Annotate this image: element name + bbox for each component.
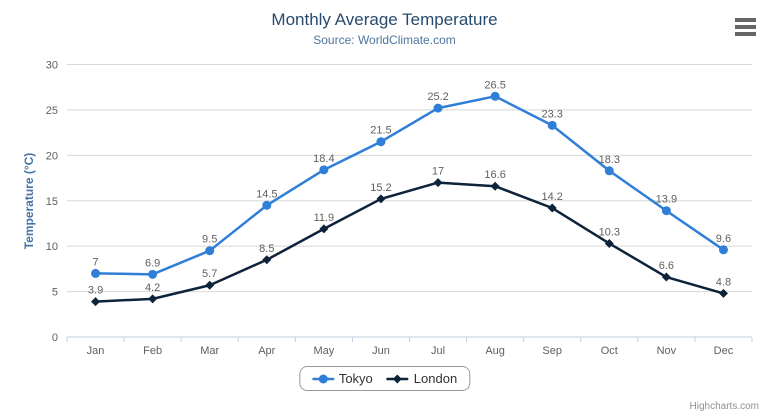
data-point-marker bbox=[205, 246, 215, 256]
svg-text:May: May bbox=[313, 345, 334, 357]
data-label: 18.4 bbox=[313, 153, 334, 165]
data-point-marker bbox=[433, 178, 443, 188]
data-label: 14.2 bbox=[541, 191, 562, 203]
data-label: 8.5 bbox=[259, 243, 274, 255]
data-point-marker bbox=[604, 166, 614, 176]
legend-label-tokyo: Tokyo bbox=[338, 371, 373, 386]
chart-subtitle: Source: WorldClimate.com bbox=[313, 33, 456, 47]
data-label: 16.6 bbox=[484, 169, 505, 181]
data-point-marker bbox=[148, 294, 158, 304]
svg-text:Feb: Feb bbox=[143, 345, 162, 357]
svg-text:Apr: Apr bbox=[258, 345, 275, 357]
data-label: 7 bbox=[92, 256, 98, 268]
data-label: 9.6 bbox=[716, 233, 731, 245]
svg-text:15: 15 bbox=[46, 196, 58, 208]
data-label: 6.9 bbox=[145, 257, 160, 269]
svg-text:30: 30 bbox=[46, 60, 58, 72]
data-point-marker bbox=[718, 288, 728, 298]
x-axis bbox=[66, 336, 753, 342]
svg-text:0: 0 bbox=[52, 332, 58, 344]
data-point-marker bbox=[547, 203, 557, 213]
legend-label-london: London bbox=[413, 371, 458, 386]
svg-text:Aug: Aug bbox=[485, 345, 505, 357]
svg-text:25: 25 bbox=[46, 105, 58, 117]
chart-title: Monthly Average Temperature bbox=[271, 10, 498, 29]
data-label: 13.9 bbox=[656, 194, 677, 206]
data-point-marker bbox=[490, 181, 500, 191]
data-point-marker bbox=[718, 245, 728, 255]
data-point-marker bbox=[547, 120, 557, 130]
data-point-marker bbox=[661, 206, 671, 216]
data-point-marker bbox=[604, 238, 614, 248]
data-label: 9.5 bbox=[202, 234, 217, 246]
svg-text:Jan: Jan bbox=[87, 345, 105, 357]
credits-link[interactable]: Highcharts.com bbox=[689, 401, 759, 412]
svg-text:Mar: Mar bbox=[200, 345, 219, 357]
data-point-marker bbox=[376, 194, 386, 204]
data-point-marker bbox=[148, 269, 158, 279]
data-label: 4.2 bbox=[145, 282, 160, 294]
svg-text:Nov: Nov bbox=[657, 345, 677, 357]
svg-text:Jun: Jun bbox=[372, 345, 390, 357]
hamburger-menu-button[interactable] bbox=[734, 15, 758, 39]
hamburger-icon bbox=[735, 25, 756, 29]
gridlines bbox=[67, 64, 752, 338]
data-point-marker bbox=[661, 272, 671, 282]
legend-item-tokyo[interactable]: Tokyo bbox=[311, 371, 373, 386]
data-label: 10.3 bbox=[599, 226, 620, 238]
svg-text:Sep: Sep bbox=[542, 345, 562, 357]
tokyo-line-circle-icon bbox=[311, 374, 334, 383]
svg-text:Oct: Oct bbox=[601, 345, 618, 357]
svg-text:5: 5 bbox=[52, 287, 58, 299]
legend: Tokyo London bbox=[298, 366, 471, 391]
legend-item-london[interactable]: London bbox=[386, 371, 458, 386]
hamburger-icon bbox=[735, 32, 756, 36]
data-point-marker bbox=[433, 103, 443, 113]
data-point-marker bbox=[262, 255, 272, 265]
data-point-marker bbox=[490, 91, 500, 101]
data-point-marker bbox=[319, 165, 329, 175]
data-point-marker bbox=[205, 280, 215, 290]
hamburger-icon bbox=[735, 18, 756, 22]
series-london: 3.9 4.2 5.7 8.5 11.9 15.2 17 16.6 14.2 10.3 6.6 4.8 bbox=[88, 166, 731, 307]
data-label: 15.2 bbox=[370, 182, 391, 194]
data-label: 4.8 bbox=[716, 276, 731, 288]
data-point-marker bbox=[91, 268, 101, 278]
data-label: 11.9 bbox=[314, 212, 335, 224]
svg-text:20: 20 bbox=[46, 150, 58, 162]
data-label: 14.5 bbox=[256, 188, 277, 200]
data-point-marker bbox=[319, 224, 329, 234]
data-label: 6.6 bbox=[659, 260, 674, 272]
y-axis-labels: 0 5 10 15 20 25 30 bbox=[46, 60, 58, 345]
series-tokyo: 7 6.9 9.5 14.5 18.4 21.5 25.2 26.5 23.3 18.3 13.9 9… bbox=[91, 79, 731, 279]
svg-text:10: 10 bbox=[46, 241, 58, 253]
data-point-marker bbox=[376, 137, 386, 147]
data-label: 21.5 bbox=[370, 125, 391, 137]
svg-text:Dec: Dec bbox=[714, 345, 734, 357]
x-axis-labels: Jan Feb Mar Apr May Jun Jul Aug Sep Oct Nov Dec bbox=[87, 345, 734, 357]
data-label: 17 bbox=[432, 166, 444, 178]
data-label: 18.3 bbox=[599, 154, 620, 166]
data-label: 26.5 bbox=[484, 79, 505, 91]
data-point-marker bbox=[91, 297, 101, 307]
data-label: 23.3 bbox=[541, 108, 562, 120]
data-label: 3.9 bbox=[88, 285, 103, 297]
data-point-marker bbox=[262, 200, 272, 210]
data-label: 25.2 bbox=[427, 91, 448, 103]
data-label: 5.7 bbox=[202, 268, 217, 280]
svg-text:Jul: Jul bbox=[431, 345, 445, 357]
london-line-diamond-icon bbox=[386, 374, 409, 383]
